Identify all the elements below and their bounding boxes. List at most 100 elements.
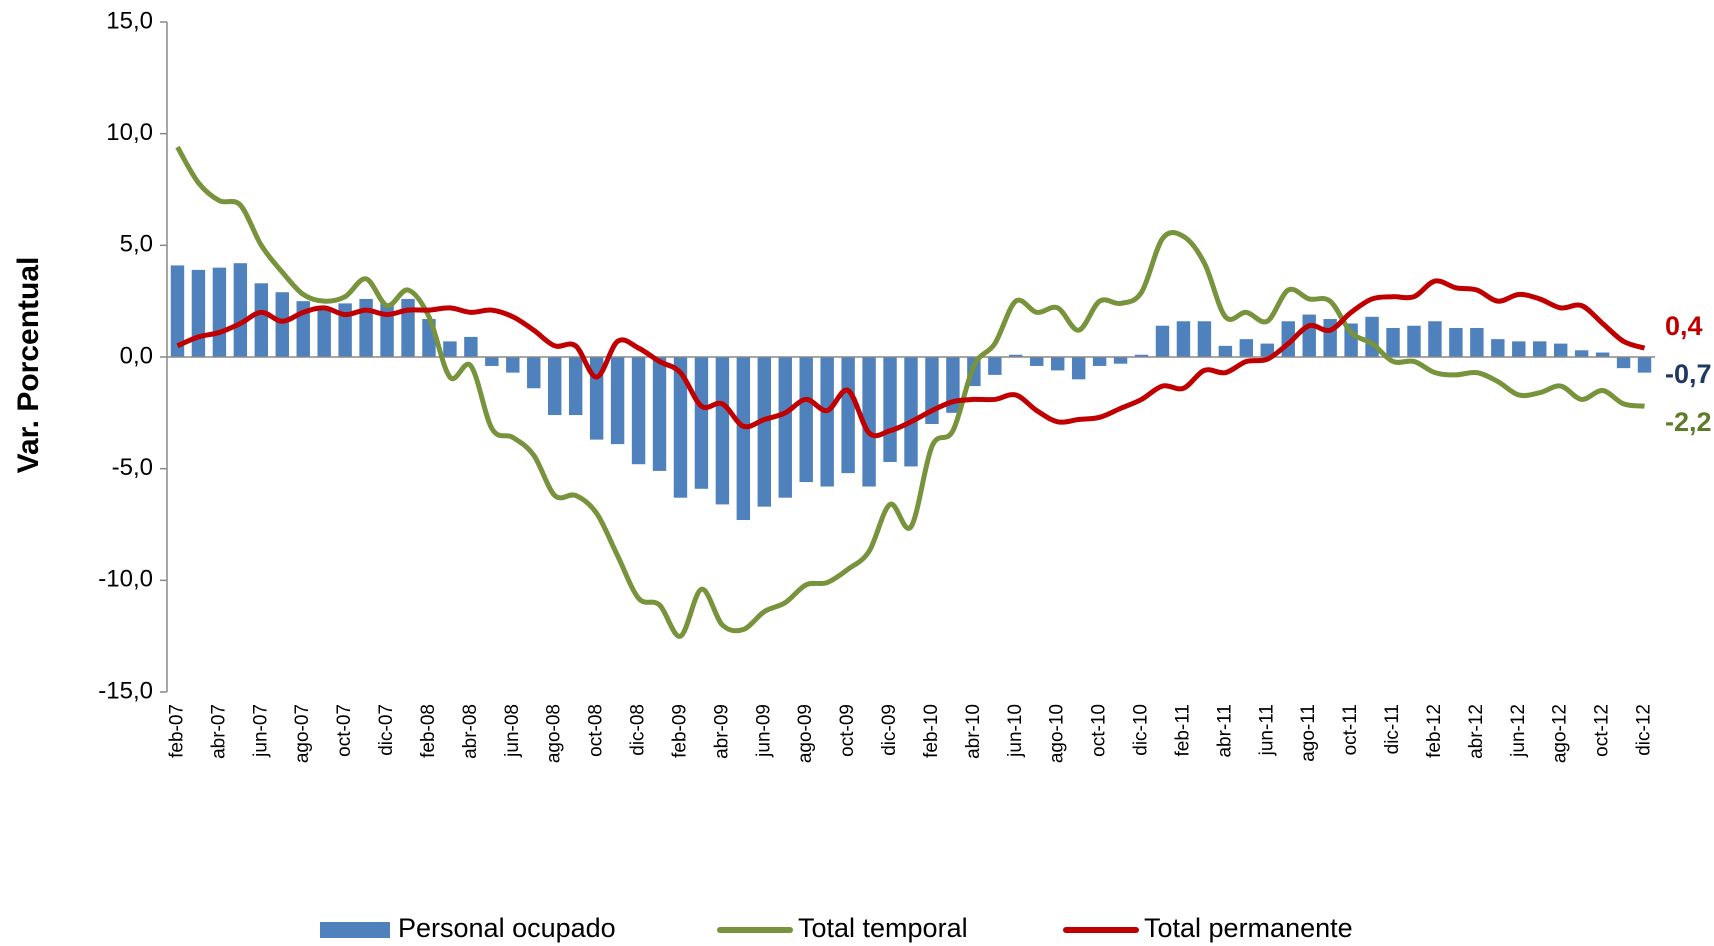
bar: [380, 303, 394, 357]
bar: [254, 283, 269, 357]
bar: [1239, 339, 1254, 357]
bar: [652, 357, 667, 471]
bar: [1134, 354, 1149, 357]
x-tick-label: oct-11: [1340, 704, 1361, 755]
bar: [778, 357, 792, 498]
x-tick-label: ago-08: [544, 704, 565, 763]
bar: [506, 357, 520, 373]
bar: [1407, 325, 1421, 357]
x-tick-label: oct-10: [1089, 704, 1110, 757]
bar: [233, 263, 248, 357]
x-tick-label: abr-11: [1214, 704, 1235, 758]
x-tick-label: feb-08: [418, 704, 439, 758]
x-tick-label: dic-09: [879, 704, 900, 756]
x-tick-label: abr-10: [963, 704, 984, 759]
bar: [841, 357, 855, 474]
bar: [988, 357, 1002, 375]
y-tick-label: -15,0: [98, 677, 153, 704]
x-tick-label: feb-10: [921, 704, 942, 758]
x-tick-label: oct-08: [586, 704, 607, 757]
bar: [191, 269, 206, 357]
x-tick-label: ago-10: [1047, 704, 1068, 763]
legend-swatch: [320, 922, 390, 938]
bar: [1616, 357, 1631, 369]
bar: [1197, 321, 1212, 357]
x-tick-label: ago-09: [795, 704, 816, 763]
bar: [464, 336, 478, 357]
bar: [631, 357, 646, 465]
bar: [1302, 314, 1316, 357]
bar: [1113, 357, 1128, 364]
x-tick-label: abr-12: [1466, 704, 1487, 759]
bar: [1595, 352, 1610, 357]
bar: [715, 357, 730, 505]
bar: [212, 267, 227, 357]
x-tick-label: dic-08: [628, 704, 649, 756]
bar: [485, 357, 499, 366]
x-tick-label: feb-09: [669, 704, 690, 758]
bar: [862, 357, 876, 487]
legend-label: Total temporal: [798, 913, 968, 943]
x-tick-label: ago-11: [1298, 704, 1319, 762]
legend-label: Personal ocupado: [398, 913, 616, 943]
x-tick-label: oct-12: [1592, 704, 1613, 757]
bar: [1491, 339, 1505, 357]
bar: [1574, 350, 1589, 357]
x-tick-label: oct-09: [837, 704, 858, 757]
bar: [1449, 327, 1463, 357]
bar: [1009, 354, 1023, 357]
bar: [799, 357, 813, 483]
bar: [1176, 321, 1191, 357]
y-axis-label: Var. Porcentual: [12, 257, 45, 474]
bar: [401, 298, 415, 357]
bar: [1218, 345, 1233, 357]
y-tick-label: 10,0: [106, 119, 153, 146]
bar: [1071, 357, 1086, 380]
data-label: 0,4: [1665, 311, 1703, 341]
y-tick-label: 0,0: [120, 342, 153, 369]
bar: [1512, 341, 1526, 357]
bar: [1155, 325, 1170, 357]
x-tick-label: dic-11: [1382, 704, 1403, 754]
bar: [1030, 357, 1044, 366]
x-tick-label: ago-12: [1550, 704, 1571, 763]
y-tick-label: 5,0: [120, 231, 153, 258]
x-tick-label: jun-07: [250, 704, 271, 758]
line: [176, 278, 1646, 439]
bar: [736, 357, 751, 521]
bar: [1428, 321, 1442, 357]
data-label: -0,7: [1665, 359, 1712, 389]
bar: [548, 357, 562, 416]
x-tick-label: feb-07: [166, 704, 187, 758]
bar: [883, 357, 897, 462]
y-tick-label: -5,0: [112, 454, 153, 481]
x-tick-label: abr-07: [208, 704, 229, 759]
bar: [820, 357, 834, 487]
bar: [317, 307, 331, 357]
x-tick-label: jun-10: [1005, 704, 1026, 758]
x-tick-label: dic-07: [376, 704, 397, 756]
bar: [757, 357, 772, 507]
x-tick-label: jun-09: [753, 704, 774, 758]
y-tick-label: 15,0: [106, 7, 153, 34]
bar: [1470, 327, 1484, 357]
x-tick-label: dic-10: [1131, 704, 1152, 756]
bar: [1092, 357, 1107, 366]
x-tick-label: abr-08: [460, 704, 481, 759]
y-tick-label: -10,0: [98, 566, 153, 593]
bar: [904, 357, 918, 467]
bar: [275, 292, 289, 357]
x-tick-label: jun-12: [1508, 704, 1529, 758]
bar: [359, 298, 373, 357]
x-tick-label: jun-11: [1256, 704, 1277, 756]
bar: [1637, 357, 1652, 373]
bar: [694, 357, 709, 489]
bar: [527, 357, 541, 389]
x-tick-label: oct-07: [334, 704, 355, 757]
bar: [610, 357, 625, 445]
x-tick-label: dic-12: [1634, 704, 1655, 756]
bar: [1533, 341, 1547, 357]
x-tick-label: feb-12: [1424, 704, 1445, 758]
bar: [673, 357, 688, 498]
